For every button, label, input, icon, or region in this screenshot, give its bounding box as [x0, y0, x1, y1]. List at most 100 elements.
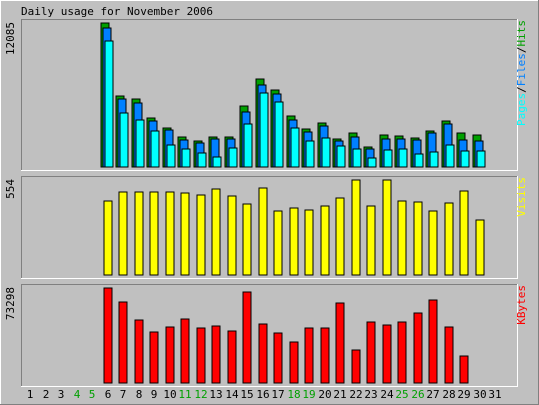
- bar-visits-day-24: [382, 179, 392, 276]
- panel-kbytes: 73298 KBytes: [4, 284, 528, 387]
- bar-kbytes-day-23: [366, 321, 376, 384]
- bar-pages-day-22: [352, 148, 362, 168]
- x-tick-label: 21: [333, 388, 346, 401]
- bar-kbytes-day-15: [242, 291, 252, 384]
- bar-visits-day-17: [273, 210, 283, 276]
- bar-visits-day-23: [366, 205, 376, 276]
- bar-pages-day-29: [460, 150, 470, 168]
- x-tick-label: 15: [240, 388, 253, 401]
- panel-legend: Visits: [515, 177, 528, 217]
- panel-legend: KBytes: [515, 285, 528, 325]
- bar-pages-day-21: [336, 145, 346, 168]
- bar-visits-day-30: [475, 219, 485, 276]
- bar-pages-day-8: [135, 119, 145, 168]
- bar-pages-day-23: [367, 157, 377, 168]
- bar-kbytes-day-18: [289, 341, 299, 384]
- panel-hits: 12085 Pages/Files/Hits: [4, 19, 528, 171]
- bar-visits-day-22: [351, 179, 361, 276]
- x-axis-labels: 1 2 3 4 5 6 7 8 9 10 11 12 13 14 15 16 17 18 19 20 21 22 23 24 2…: [27, 388, 502, 401]
- bar-visits-day-27: [428, 210, 438, 276]
- legend-entry: Visits: [515, 177, 528, 217]
- bar-kbytes-day-25: [397, 321, 407, 384]
- bar-pages-day-6: [104, 40, 114, 168]
- x-tick-label: 11: [178, 388, 191, 401]
- bar-kbytes-day-17: [273, 332, 283, 384]
- x-tick-label: 30: [473, 388, 486, 401]
- bar-pages-day-24: [383, 149, 393, 168]
- bar-pages-day-20: [321, 137, 331, 168]
- bar-kbytes-day-9: [149, 331, 159, 384]
- x-tick-label: 29: [457, 388, 470, 401]
- legend-entry: /: [515, 86, 528, 93]
- legend-entry: Files: [515, 53, 528, 86]
- x-tick-label: 8: [136, 388, 143, 401]
- bar-kbytes-day-7: [118, 301, 128, 384]
- panel-max-label: 12085: [4, 22, 17, 55]
- chart-panels: 12085 Pages/Files/Hits 554 Visits 73298 KByte…: [4, 19, 528, 387]
- bar-pages-day-11: [181, 148, 191, 168]
- x-tick-label: 19: [302, 388, 315, 401]
- x-tick-label: 13: [209, 388, 222, 401]
- bar-visits-day-29: [459, 190, 469, 276]
- bar-pages-day-12: [197, 152, 207, 168]
- bar-pages-day-25: [398, 148, 408, 168]
- x-tick-label: 3: [58, 388, 65, 401]
- bar-visits-day-8: [134, 191, 144, 276]
- bar-kbytes-day-21: [335, 302, 345, 384]
- x-tick-label: 5: [89, 388, 96, 401]
- x-tick-label: 12: [194, 388, 207, 401]
- bar-kbytes-day-14: [227, 330, 237, 384]
- x-tick-label: 1: [27, 388, 34, 401]
- bar-visits-day-25: [397, 200, 407, 276]
- x-tick-label: 18: [287, 388, 300, 401]
- x-tick-label: 6: [105, 388, 112, 401]
- bar-kbytes-day-8: [134, 319, 144, 384]
- x-tick-label: 17: [271, 388, 284, 401]
- bar-kbytes-day-11: [180, 318, 190, 384]
- x-tick-label: 10: [163, 388, 176, 401]
- bar-pages-day-14: [228, 147, 238, 168]
- bar-visits-day-9: [149, 191, 159, 276]
- bar-pages-day-17: [274, 101, 284, 168]
- bar-kbytes-day-6: [103, 287, 113, 384]
- bar-visits-day-26: [413, 201, 423, 276]
- bar-kbytes-day-12: [196, 327, 206, 384]
- x-tick-label: 4: [74, 388, 81, 401]
- bar-pages-day-10: [166, 144, 176, 168]
- bar-visits-day-12: [196, 194, 206, 276]
- bar-visits-day-10: [165, 191, 175, 276]
- bar-pages-day-13: [212, 156, 222, 168]
- chart-title: Daily usage for November 2006: [21, 5, 213, 18]
- bar-pages-day-18: [290, 127, 300, 168]
- bar-visits-day-16: [258, 187, 268, 276]
- bar-visits-day-14: [227, 195, 237, 276]
- bar-kbytes-day-19: [304, 327, 314, 384]
- x-tick-label: 26: [411, 388, 424, 401]
- bar-pages-day-30: [476, 150, 486, 168]
- bar-visits-day-6: [103, 200, 113, 276]
- bar-kbytes-day-27: [428, 299, 438, 384]
- bar-visits-day-18: [289, 207, 299, 276]
- x-tick-label: 31: [488, 388, 501, 401]
- panel-max-label: 554: [4, 179, 17, 199]
- legend-entry: /: [515, 47, 528, 54]
- x-tick-label: 20: [318, 388, 331, 401]
- bar-kbytes-day-26: [413, 312, 423, 384]
- bar-visits-day-11: [180, 192, 190, 276]
- bar-kbytes-day-13: [211, 325, 221, 384]
- bar-pages-day-26: [414, 153, 424, 168]
- bar-visits-day-19: [304, 209, 314, 276]
- panel-legend: Pages/Files/Hits: [515, 20, 528, 126]
- legend-entry: KBytes: [515, 285, 528, 325]
- x-tick-label: 14: [225, 388, 239, 401]
- bar-kbytes-day-22: [351, 349, 361, 384]
- bar-visits-day-28: [444, 202, 454, 276]
- bar-pages-day-27: [429, 151, 439, 168]
- bar-pages-day-28: [445, 144, 455, 168]
- x-tick-label: 22: [349, 388, 362, 401]
- x-tick-label: 27: [426, 388, 439, 401]
- bar-pages-day-7: [119, 112, 129, 168]
- x-tick-label: 23: [364, 388, 377, 401]
- x-tick-label: 25: [395, 388, 408, 401]
